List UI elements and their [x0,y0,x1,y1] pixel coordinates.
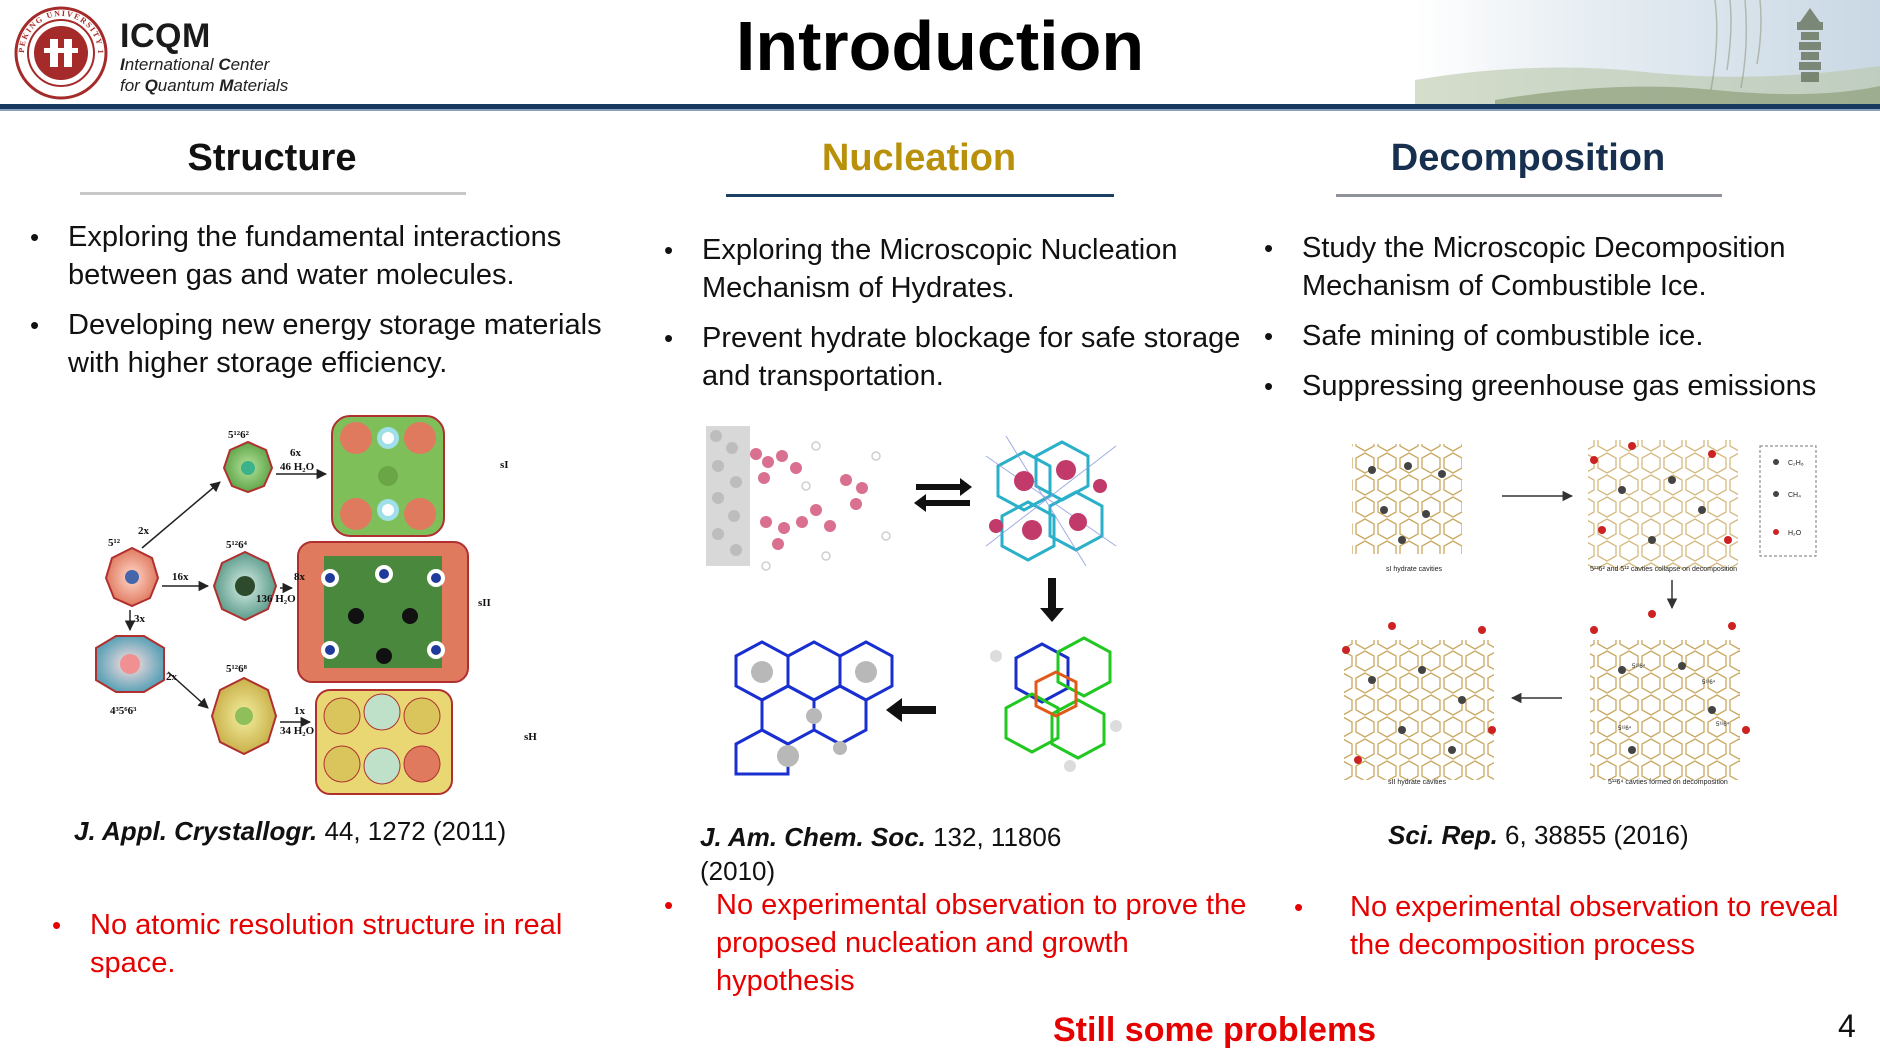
cage-label-2: 5¹²6⁴ [1702,679,1716,686]
label-3x: 3x [134,613,146,625]
campus-pagoda-photo [1415,0,1880,104]
decomposition-bullet-2: Safe mining of combustible ice. [1260,317,1860,355]
label-512: 5¹² [108,537,121,549]
structure-bullets: Exploring the fundamental interactions b… [26,218,626,394]
structure-bullet-2: Developing new energy storage materials … [26,306,626,382]
slide-title: Introduction [735,7,1145,85]
problem-structure: No atomic resolution structure in real s… [48,906,648,994]
decomposition-bullet-1: Study the Microscopic Decomposition Mech… [1260,229,1860,305]
heading-structure: Structure [187,137,357,179]
legend-ch4: CH₄ [1788,492,1801,499]
label-sh: sH [524,731,537,743]
label-51268: 5¹²6⁸ [226,663,248,675]
brand-line-2: for Quantum Materials [120,76,289,95]
brand-name: ICQM [120,17,211,55]
problem-nucleation: No experimental observation to prove the… [660,886,1248,1012]
label-sii: sII [478,597,491,609]
legend-h2o: H₂O [1788,530,1802,537]
label-si: sI [500,459,509,471]
citation-structure: J. Appl. Crystallogr. 44, 1272 (2011) [74,816,507,846]
decomposition-underline [1336,194,1722,197]
label-1x: 1x [294,705,306,717]
nucleation-bullet-1: Exploring the Microscopic Nucleation Mec… [660,231,1248,307]
label-46h2o: 46 H₂O [280,461,315,473]
problem-decomposition-text: No experimental observation to reveal th… [1290,888,1870,964]
cage-label-3: 5¹²6⁴ [1618,725,1632,732]
label-435663: 4³5⁶6³ [110,705,137,717]
nucleation-mechanism-figure [706,426,1136,786]
cage-label-1: 5¹²6⁴ [1632,663,1646,670]
cage-label-4: 5¹²6⁴ [1716,721,1730,728]
header-divider [0,104,1880,109]
label-2x-bottom: 2x [166,671,178,683]
caption-sii-formed: 5¹²6⁴ cavties formed on decomposition [1608,779,1728,786]
problem-structure-text: No atomic resolution structure in real s… [48,906,648,982]
decomposition-bullets: Study the Microscopic Decomposition Mech… [1260,229,1860,405]
heading-decomposition: Decomposition [1390,137,1666,179]
still-some-problems: Still some problems [1053,1011,1377,1049]
caption-si-collapse: 5¹²6² and 5¹² cavties collapse on decomp… [1590,566,1737,573]
label-136h2o: 136 H₂O [256,593,296,605]
nucleation-bullet-2: Prevent hydrate blockage for safe storag… [660,319,1248,395]
nucleation-bullets: Exploring the Microscopic Nucleation Mec… [660,231,1248,407]
decomposition-mechanism-figure: C₂H₆ CH₄ H₂O 5¹²6⁴ 5¹²6⁴ 5¹²6⁴ 5¹²6⁴ sI … [1332,430,1852,800]
label-2x-top: 2x [138,525,150,537]
problem-decomposition: No experimental observation to reveal th… [1290,888,1870,976]
problem-nucleation-text: No experimental observation to prove the… [660,886,1248,1000]
decomposition-bullets-clip: Study the Microscopic Decomposition Mech… [1260,229,1860,429]
brand-line-1: International Center [120,55,270,74]
legend-c2h6: C₂H₆ [1788,460,1804,467]
header-divider-light [0,109,1880,111]
label-6x: 6x [290,447,302,459]
structure-underline [80,192,466,195]
label-51262: 5¹²6² [228,429,250,441]
label-51264: 5¹²6⁴ [226,539,248,551]
label-34h2o: 34 H₂O [280,725,315,737]
icqm-brand: ICQM International Center for Quantum Ma… [120,18,288,96]
structure-bullet-1: Exploring the fundamental interactions b… [26,218,626,294]
page-number: 4 [1838,1008,1856,1044]
decomposition-bullet-3: Suppressing greenhouse gas emissions [1260,367,1860,405]
heading-nucleation: Nucleation [821,137,1017,179]
caption-si-cavities: sI hydrate cavities [1386,566,1443,573]
caption-sii-cavities: sII hydrate cavities [1388,779,1446,786]
nucleation-underline [726,194,1114,197]
citation-decomposition: Sci. Rep. 6, 38855 (2016) [1388,820,1689,850]
label-8x: 8x [294,571,306,583]
label-16x: 16x [172,571,189,583]
citation-nucleation: J. Am. Chem. Soc. 132, 11806 (2010) [700,822,1062,886]
peking-university-seal-logo: PEKING UNIVERSITY 1898 [14,6,108,100]
hydrate-structures-figure: 5¹²6² 6x 46 H₂O sI 5¹² 2x 16x 5¹²6⁴ 8x 1… [80,408,550,798]
